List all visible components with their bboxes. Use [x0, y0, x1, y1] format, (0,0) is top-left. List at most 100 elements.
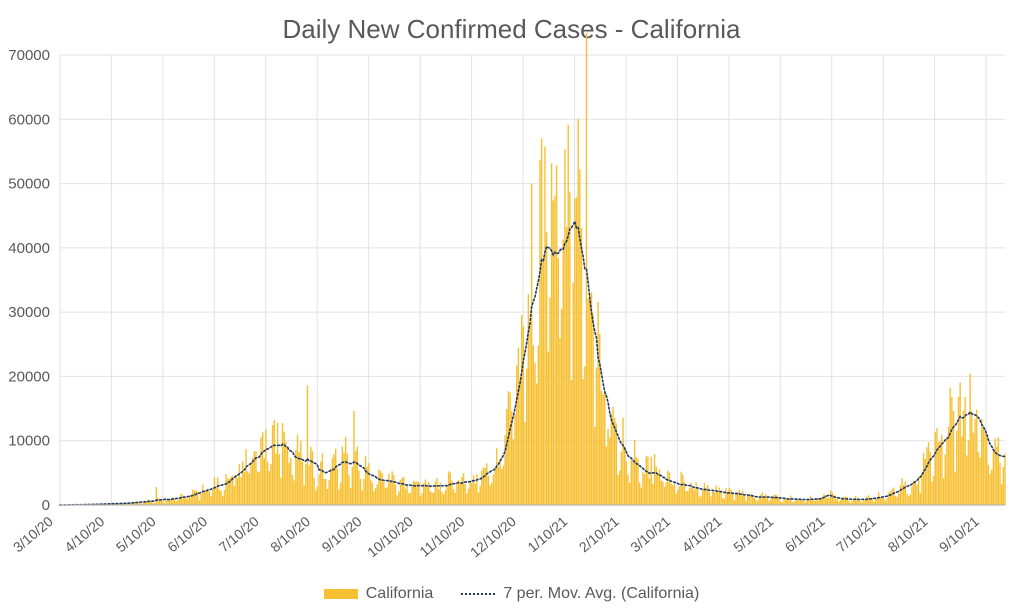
daily-case-bar[interactable] [413, 481, 414, 505]
daily-case-bar[interactable] [282, 423, 283, 505]
daily-case-bar[interactable] [350, 488, 351, 505]
daily-case-bar[interactable] [237, 478, 238, 505]
daily-case-bar[interactable] [420, 496, 421, 505]
daily-case-bar[interactable] [908, 496, 909, 505]
x-axis-label-6-10-20[interactable]: 6/10/20 [164, 513, 210, 555]
daily-case-bar[interactable] [293, 480, 294, 505]
daily-case-bar[interactable] [675, 494, 676, 505]
daily-case-bar[interactable] [978, 452, 979, 505]
daily-case-bar[interactable] [953, 411, 954, 505]
daily-case-bar[interactable] [999, 463, 1000, 505]
daily-case-bar[interactable] [652, 484, 653, 505]
daily-case-bar[interactable] [973, 433, 974, 505]
daily-case-bar[interactable] [313, 478, 314, 505]
x-axis-label-9-10-21[interactable]: 9/10/21 [936, 513, 982, 555]
daily-case-bar[interactable] [202, 485, 203, 505]
daily-case-bar[interactable] [837, 498, 838, 505]
legend-item-california[interactable]: California [324, 585, 434, 603]
daily-case-bar[interactable] [558, 258, 559, 505]
daily-case-bar[interactable] [865, 500, 866, 505]
daily-case-bar[interactable] [694, 490, 695, 505]
daily-case-bar[interactable] [157, 498, 158, 505]
daily-case-bar[interactable] [365, 456, 366, 505]
daily-case-bar[interactable] [878, 492, 879, 505]
daily-case-bar[interactable] [320, 462, 321, 505]
daily-case-bar[interactable] [484, 468, 485, 505]
daily-case-bar[interactable] [840, 500, 841, 505]
daily-case-bar[interactable] [538, 345, 539, 505]
daily-case-bar[interactable] [355, 451, 356, 505]
daily-case-bar[interactable] [186, 498, 187, 505]
daily-case-bar[interactable] [971, 411, 972, 505]
daily-case-bar[interactable] [835, 499, 836, 505]
daily-case-bar[interactable] [858, 500, 859, 505]
x-axis-label-1-10-21[interactable]: 1/10/21 [524, 513, 570, 555]
daily-case-bar[interactable] [672, 485, 673, 505]
daily-case-bar[interactable] [267, 462, 268, 505]
daily-case-bar[interactable] [920, 493, 921, 505]
daily-case-bar[interactable] [707, 485, 708, 505]
daily-case-bar[interactable] [564, 150, 565, 505]
daily-case-bar[interactable] [292, 475, 293, 505]
daily-case-bar[interactable] [543, 260, 544, 505]
daily-case-bar[interactable] [891, 489, 892, 505]
daily-case-bar[interactable] [521, 315, 522, 505]
daily-case-bar[interactable] [866, 496, 867, 505]
daily-case-bar[interactable] [657, 474, 658, 505]
daily-case-bar[interactable] [881, 498, 882, 505]
daily-case-bar[interactable] [290, 458, 291, 505]
daily-case-bar[interactable] [946, 437, 947, 505]
daily-case-bar[interactable] [677, 490, 678, 505]
daily-case-bar[interactable] [689, 488, 690, 505]
daily-case-bar[interactable] [800, 500, 801, 505]
daily-case-bar[interactable] [468, 489, 469, 505]
daily-case-bar[interactable] [312, 451, 313, 505]
daily-case-bar[interactable] [790, 495, 791, 505]
daily-case-bar[interactable] [906, 494, 907, 505]
daily-case-bar[interactable] [219, 490, 220, 505]
x-axis-label-6-10-21[interactable]: 6/10/21 [782, 513, 828, 555]
daily-case-bar[interactable] [559, 338, 560, 505]
daily-case-bar[interactable] [911, 486, 912, 505]
daily-case-bar[interactable] [209, 491, 210, 505]
daily-case-bar[interactable] [810, 496, 811, 505]
daily-case-bar[interactable] [370, 480, 371, 505]
daily-case-bar[interactable] [240, 477, 241, 505]
daily-case-bar[interactable] [225, 474, 226, 505]
daily-case-bar[interactable] [303, 485, 304, 505]
daily-case-bar[interactable] [245, 449, 246, 505]
daily-case-bar[interactable] [506, 409, 507, 505]
daily-case-bar[interactable] [587, 298, 588, 505]
daily-case-bar[interactable] [949, 388, 950, 505]
daily-case-bar[interactable] [242, 461, 243, 505]
daily-case-bar[interactable] [308, 466, 309, 505]
daily-case-bar[interactable] [670, 484, 671, 505]
daily-case-bar[interactable] [722, 498, 723, 505]
daily-case-bar[interactable] [338, 490, 339, 505]
daily-case-bar[interactable] [264, 458, 265, 505]
daily-case-bar[interactable] [210, 496, 211, 505]
daily-case-bar[interactable] [195, 490, 196, 505]
daily-case-bar[interactable] [184, 498, 185, 505]
x-axis-label-8-10-21[interactable]: 8/10/21 [884, 513, 930, 555]
daily-case-bar[interactable] [901, 478, 902, 505]
daily-case-bar[interactable] [714, 492, 715, 505]
daily-case-bar[interactable] [700, 496, 701, 505]
daily-case-bar[interactable] [398, 492, 399, 505]
daily-case-bar[interactable] [768, 501, 769, 505]
daily-case-bar[interactable] [685, 491, 686, 505]
daily-case-bar[interactable] [940, 441, 941, 505]
daily-case-bar[interactable] [699, 497, 700, 505]
daily-case-bar[interactable] [896, 497, 897, 505]
daily-case-bar[interactable] [667, 471, 668, 505]
daily-case-bar[interactable] [435, 482, 436, 505]
daily-case-bar[interactable] [913, 481, 914, 505]
daily-case-bar[interactable] [380, 471, 381, 505]
daily-case-bar[interactable] [358, 471, 359, 505]
daily-case-bar[interactable] [704, 483, 705, 505]
daily-case-bar[interactable] [619, 471, 620, 505]
daily-case-bar[interactable] [654, 454, 655, 505]
daily-case-bar[interactable] [476, 474, 477, 505]
x-axis-label-5-10-20[interactable]: 5/10/20 [113, 513, 159, 555]
daily-case-bar[interactable] [762, 492, 763, 505]
